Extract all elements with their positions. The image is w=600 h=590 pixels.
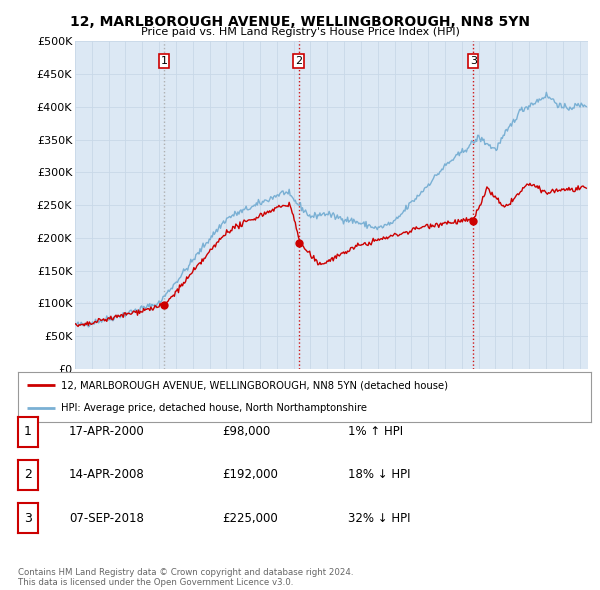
Text: 12, MARLBOROUGH AVENUE, WELLINGBOROUGH, NN8 5YN (detached house): 12, MARLBOROUGH AVENUE, WELLINGBOROUGH, …: [61, 380, 448, 390]
Text: £192,000: £192,000: [222, 468, 278, 481]
Text: 17-APR-2000: 17-APR-2000: [69, 425, 145, 438]
Text: 14-APR-2008: 14-APR-2008: [69, 468, 145, 481]
Text: 3: 3: [470, 56, 477, 66]
Text: 2: 2: [295, 56, 302, 66]
Text: 18% ↓ HPI: 18% ↓ HPI: [348, 468, 410, 481]
Text: 3: 3: [24, 512, 32, 525]
Text: £225,000: £225,000: [222, 512, 278, 525]
Text: 12, MARLBOROUGH AVENUE, WELLINGBOROUGH, NN8 5YN: 12, MARLBOROUGH AVENUE, WELLINGBOROUGH, …: [70, 15, 530, 29]
Text: 2: 2: [24, 468, 32, 481]
Text: Price paid vs. HM Land Registry's House Price Index (HPI): Price paid vs. HM Land Registry's House …: [140, 27, 460, 37]
Text: Contains HM Land Registry data © Crown copyright and database right 2024.
This d: Contains HM Land Registry data © Crown c…: [18, 568, 353, 587]
Text: £98,000: £98,000: [222, 425, 270, 438]
Text: 1% ↑ HPI: 1% ↑ HPI: [348, 425, 403, 438]
Text: 1: 1: [24, 425, 32, 438]
Text: 07-SEP-2018: 07-SEP-2018: [69, 512, 144, 525]
Text: HPI: Average price, detached house, North Northamptonshire: HPI: Average price, detached house, Nort…: [61, 404, 367, 414]
Text: 1: 1: [161, 56, 167, 66]
Text: 32% ↓ HPI: 32% ↓ HPI: [348, 512, 410, 525]
